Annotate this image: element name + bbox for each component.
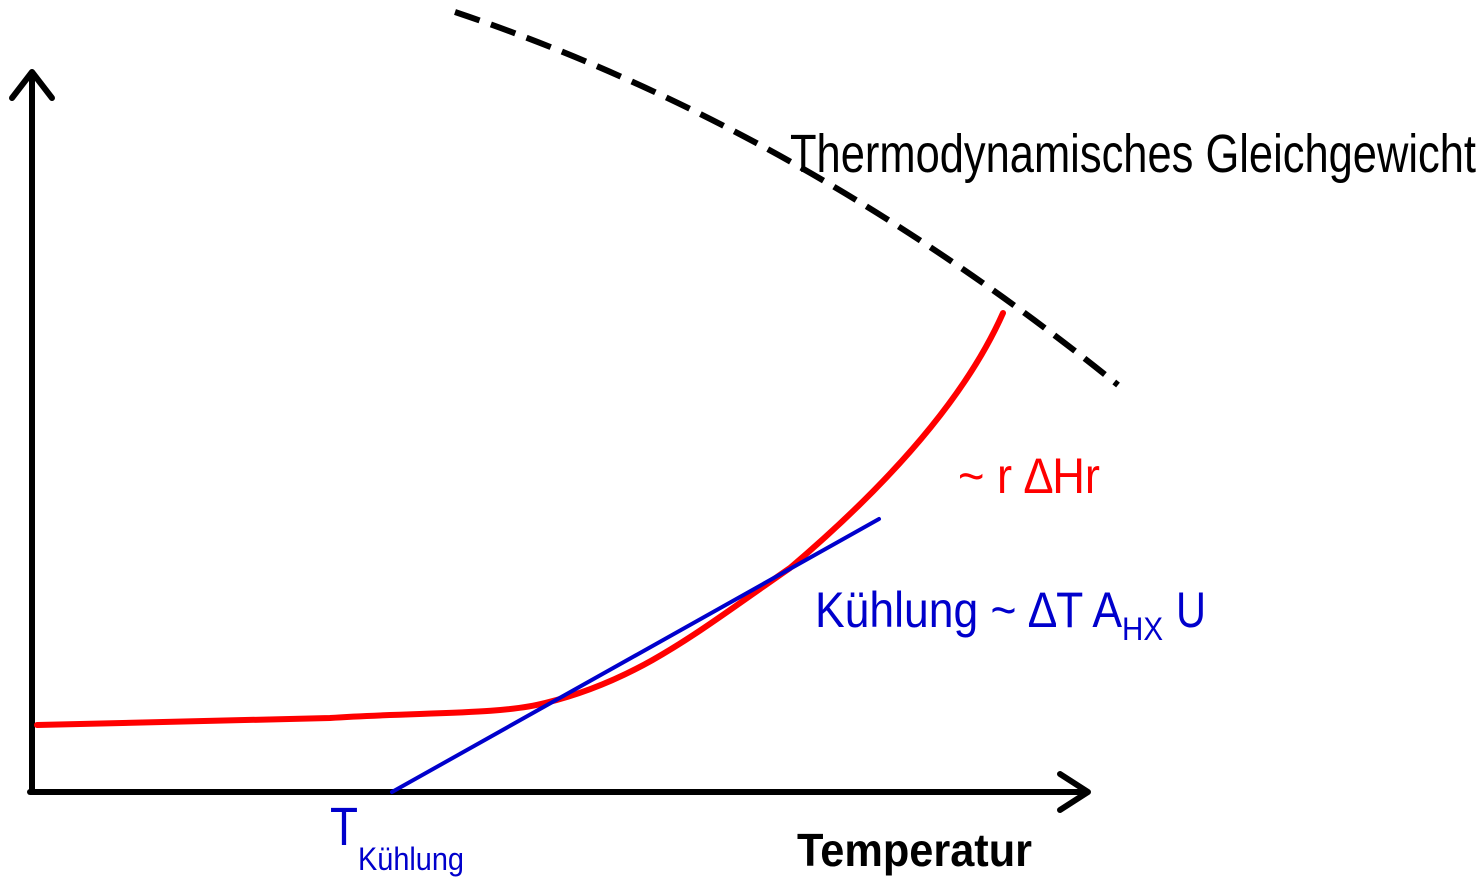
cooling-label-main: Kühlung ~ ∆T A: [815, 582, 1123, 638]
equilibrium-curve: [454, 9, 1120, 388]
y-axis-arrowhead: [9, 69, 55, 101]
x-axis-label: Temperatur: [797, 824, 1032, 876]
cooling-temperature-subscript: Kühlung: [358, 841, 464, 877]
axes: [9, 69, 1091, 813]
cooling-label-subscript: HX: [1122, 611, 1163, 647]
cooling-temperature-label: T Kühlung: [330, 797, 464, 877]
cooling-line: [390, 517, 881, 794]
heat-generation-label: ~ r ∆Hr: [958, 448, 1100, 504]
heat-generation-curve: [34, 310, 1006, 728]
x-axis-arrowhead: [1057, 771, 1091, 813]
cooling-temperature-symbol: T: [330, 797, 358, 857]
equilibrium-label: Thermodynamisches Gleichgewicht: [790, 124, 1476, 184]
cooling-label-tail: U: [1176, 582, 1206, 638]
cooling-label: Kühlung ~ ∆T A HX U: [815, 582, 1206, 647]
